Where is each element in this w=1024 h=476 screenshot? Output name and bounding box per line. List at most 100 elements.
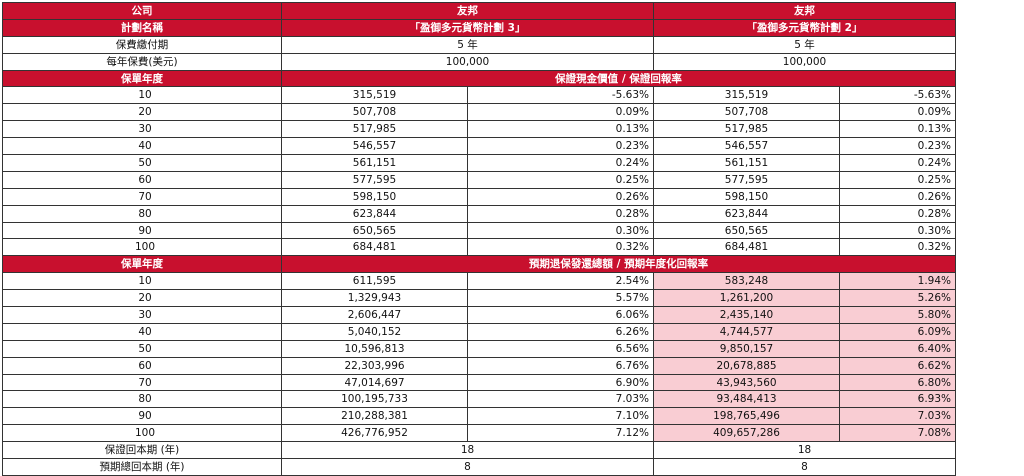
projected-p1-rate: 7.03%	[467, 390, 654, 409]
plan-label: 計劃名稱	[2, 18, 282, 37]
projected-p2-value: 43,943,560	[653, 373, 840, 392]
plan2-projected-breakeven: 8	[653, 458, 956, 476]
guaranteed-p1-rate: -5.63%	[467, 86, 654, 105]
projected-year: 80	[2, 390, 282, 409]
projected-p2-value: 198,765,496	[653, 407, 840, 426]
guaranteed-breakeven-row: 保證回本期 (年) 18 18	[2, 441, 956, 460]
projected-row: 10 611,595 2.54% 583,248 1.94%	[2, 272, 956, 291]
projected-p2-rate: 5.80%	[839, 306, 956, 324]
plan2-payment-term: 5 年	[653, 35, 956, 54]
guaranteed-p1-value: 507,708	[281, 103, 468, 122]
projected-p1-value: 1,329,943	[281, 289, 468, 308]
guaranteed-year: 50	[2, 154, 282, 172]
projected-p2-rate: 6.09%	[839, 322, 956, 341]
guaranteed-row: 90 650,565 0.30% 650,565 0.30%	[2, 221, 956, 240]
guaranteed-p2-value: 684,481	[653, 238, 840, 257]
guaranteed-p1-value: 684,481	[281, 238, 468, 257]
guaranteed-row: 30 517,985 0.13% 517,985 0.13%	[2, 120, 956, 139]
projected-p2-value: 9,850,157	[653, 339, 840, 358]
projected-year: 40	[2, 322, 282, 341]
guaranteed-row: 60 577,595 0.25% 577,595 0.25%	[2, 170, 956, 189]
projected-row: 50 10,596,813 6.56% 9,850,157 6.40%	[2, 339, 956, 358]
projected-year: 70	[2, 373, 282, 392]
annual-premium-label: 每年保費(美元)	[2, 52, 282, 71]
projected-year: 30	[2, 306, 282, 324]
guaranteed-section-header: 保單年度 保證現金價值 / 保證回報率	[2, 69, 956, 88]
guaranteed-p2-rate: 0.32%	[839, 238, 956, 257]
guaranteed-row: 10 315,519 -5.63% 315,519 -5.63%	[2, 86, 956, 105]
guaranteed-p1-rate: 0.28%	[467, 204, 654, 223]
guaranteed-row: 20 507,708 0.09% 507,708 0.09%	[2, 103, 956, 122]
projected-p1-value: 10,596,813	[281, 339, 468, 358]
projected-p1-value: 426,776,952	[281, 424, 468, 443]
guaranteed-p2-rate: 0.28%	[839, 204, 956, 223]
guaranteed-year: 10	[2, 86, 282, 105]
projected-row: 30 2,606,447 6.06% 2,435,140 5.80%	[2, 306, 956, 324]
guaranteed-year: 100	[2, 238, 282, 257]
guaranteed-year: 70	[2, 187, 282, 206]
projected-p2-rate: 7.08%	[839, 424, 956, 443]
projected-p2-rate: 7.03%	[839, 407, 956, 426]
projected-row: 60 22,303,996 6.76% 20,678,885 6.62%	[2, 356, 956, 375]
projected-year: 60	[2, 356, 282, 375]
projected-p2-value: 583,248	[653, 272, 840, 291]
projected-p2-rate: 6.93%	[839, 390, 956, 409]
plan-name-row: 計劃名稱 「盈御多元貨幣計劃 3」 「盈御多元貨幣計劃 2」	[2, 18, 956, 37]
projected-p1-rate: 7.12%	[467, 424, 654, 443]
projected-p2-rate: 6.40%	[839, 339, 956, 358]
guaranteed-p2-rate: 0.26%	[839, 187, 956, 206]
guaranteed-year: 80	[2, 204, 282, 223]
guaranteed-p2-value: 517,985	[653, 120, 840, 139]
projected-row: 20 1,329,943 5.57% 1,261,200 5.26%	[2, 289, 956, 308]
guaranteed-year: 60	[2, 170, 282, 189]
guaranteed-p2-value: 598,150	[653, 187, 840, 206]
projected-p2-value: 4,744,577	[653, 322, 840, 341]
projected-p1-rate: 6.76%	[467, 356, 654, 375]
guaranteed-year: 30	[2, 120, 282, 139]
guaranteed-p1-rate: 0.13%	[467, 120, 654, 139]
annual-premium-row: 每年保費(美元) 100,000 100,000	[2, 52, 956, 71]
company-row: 公司 友邦 友邦	[2, 2, 956, 20]
guaranteed-p1-rate: 0.30%	[467, 221, 654, 240]
guaranteed-p2-rate: 0.09%	[839, 103, 956, 122]
plan1-payment-term: 5 年	[281, 35, 654, 54]
projected-p2-value: 20,678,885	[653, 356, 840, 375]
projected-p1-value: 47,014,697	[281, 373, 468, 392]
projected-year: 50	[2, 339, 282, 358]
plan2-annual-premium: 100,000	[653, 52, 956, 71]
payment-term-row: 保費繳付期 5 年 5 年	[2, 35, 956, 54]
plan2-name: 「盈御多元貨幣計劃 2」	[653, 18, 956, 37]
projected-p2-rate: 1.94%	[839, 272, 956, 291]
projected-row: 80 100,195,733 7.03% 93,484,413 6.93%	[2, 390, 956, 409]
guaranteed-row: 80 623,844 0.28% 623,844 0.28%	[2, 204, 956, 223]
projected-p2-rate: 6.62%	[839, 356, 956, 375]
projected-p2-value: 409,657,286	[653, 424, 840, 443]
guaranteed-p2-rate: 0.13%	[839, 120, 956, 139]
projected-breakeven-label: 預期總回本期 (年)	[2, 458, 282, 476]
plan2-guaranteed-breakeven: 18	[653, 441, 956, 460]
guaranteed-year: 40	[2, 137, 282, 156]
projected-p1-value: 5,040,152	[281, 322, 468, 341]
payment-term-label: 保費繳付期	[2, 35, 282, 54]
guaranteed-row: 100 684,481 0.32% 684,481 0.32%	[2, 238, 956, 257]
projected-p1-rate: 6.06%	[467, 306, 654, 324]
projected-year: 10	[2, 272, 282, 291]
projected-row: 40 5,040,152 6.26% 4,744,577 6.09%	[2, 322, 956, 341]
guaranteed-p1-rate: 0.25%	[467, 170, 654, 189]
projected-p1-value: 2,606,447	[281, 306, 468, 324]
guaranteed-p1-value: 650,565	[281, 221, 468, 240]
guaranteed-p2-rate: 0.24%	[839, 154, 956, 172]
guaranteed-p2-value: 546,557	[653, 137, 840, 156]
projected-p1-value: 611,595	[281, 272, 468, 291]
guaranteed-p2-value: 650,565	[653, 221, 840, 240]
guaranteed-year: 90	[2, 221, 282, 240]
guaranteed-p1-rate: 0.32%	[467, 238, 654, 257]
guaranteed-p2-value: 507,708	[653, 103, 840, 122]
projected-p1-value: 22,303,996	[281, 356, 468, 375]
guaranteed-p1-value: 517,985	[281, 120, 468, 139]
guaranteed-p1-value: 546,557	[281, 137, 468, 156]
projected-p2-value: 93,484,413	[653, 390, 840, 409]
projected-p1-rate: 6.26%	[467, 322, 654, 341]
plan1-annual-premium: 100,000	[281, 52, 654, 71]
projected-section-title: 預期退保發還總額 / 預期年度化回報率	[281, 255, 956, 274]
